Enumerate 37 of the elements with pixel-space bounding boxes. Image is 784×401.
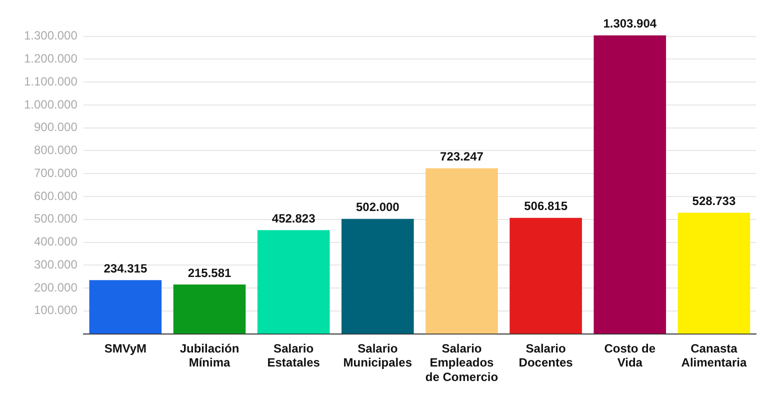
y-tick-label: 300.000 — [34, 257, 78, 272]
data-label: 528.733 — [692, 194, 736, 208]
bar — [426, 168, 498, 334]
data-label: 723.247 — [440, 150, 484, 164]
y-tick-label: 400.000 — [34, 234, 78, 249]
y-tick-label: 1.100.000 — [24, 74, 78, 88]
bar — [678, 212, 750, 334]
y-tick-label: 200.000 — [34, 280, 78, 294]
bar — [342, 218, 414, 334]
data-label: 506.815 — [524, 199, 568, 214]
data-label: 215.581 — [188, 266, 232, 280]
y-tick-label: 1.000.000 — [24, 97, 78, 112]
y-tick-label: 500.000 — [34, 212, 78, 226]
y-tick-label: 1.300.000 — [24, 28, 78, 43]
x-tick-label: SMVyM — [104, 341, 147, 356]
bar — [89, 280, 162, 334]
x-tick-label: Canasta Alimentaria — [681, 341, 747, 370]
x-tick-label: Salario Estatales — [267, 341, 320, 370]
x-tick-label: Salario Empleados de Comercio — [425, 341, 498, 384]
bar — [173, 284, 246, 334]
y-tick-label: 800.000 — [34, 143, 78, 158]
y-tick-label: 900.000 — [34, 120, 78, 134]
data-label: 234.315 — [104, 261, 148, 276]
y-tick-label: 100.000 — [34, 303, 78, 318]
y-tick-label: 700.000 — [34, 166, 78, 180]
x-tick-label: Salario Docentes — [518, 341, 574, 370]
bar — [510, 218, 582, 334]
data-label: 452.823 — [272, 211, 316, 226]
bar — [594, 35, 666, 334]
y-tick-label: 1.200.000 — [24, 51, 78, 66]
data-label: 502.000 — [356, 200, 400, 214]
y-tick-label: 600.000 — [34, 188, 78, 203]
data-label: 1.303.904 — [603, 16, 657, 31]
x-tick-label: Salario Municipales — [343, 341, 412, 370]
bar — [257, 230, 330, 334]
x-tick-label: Jubilación Mínima — [180, 341, 240, 370]
x-tick-label: Costo de Vida — [604, 341, 656, 370]
